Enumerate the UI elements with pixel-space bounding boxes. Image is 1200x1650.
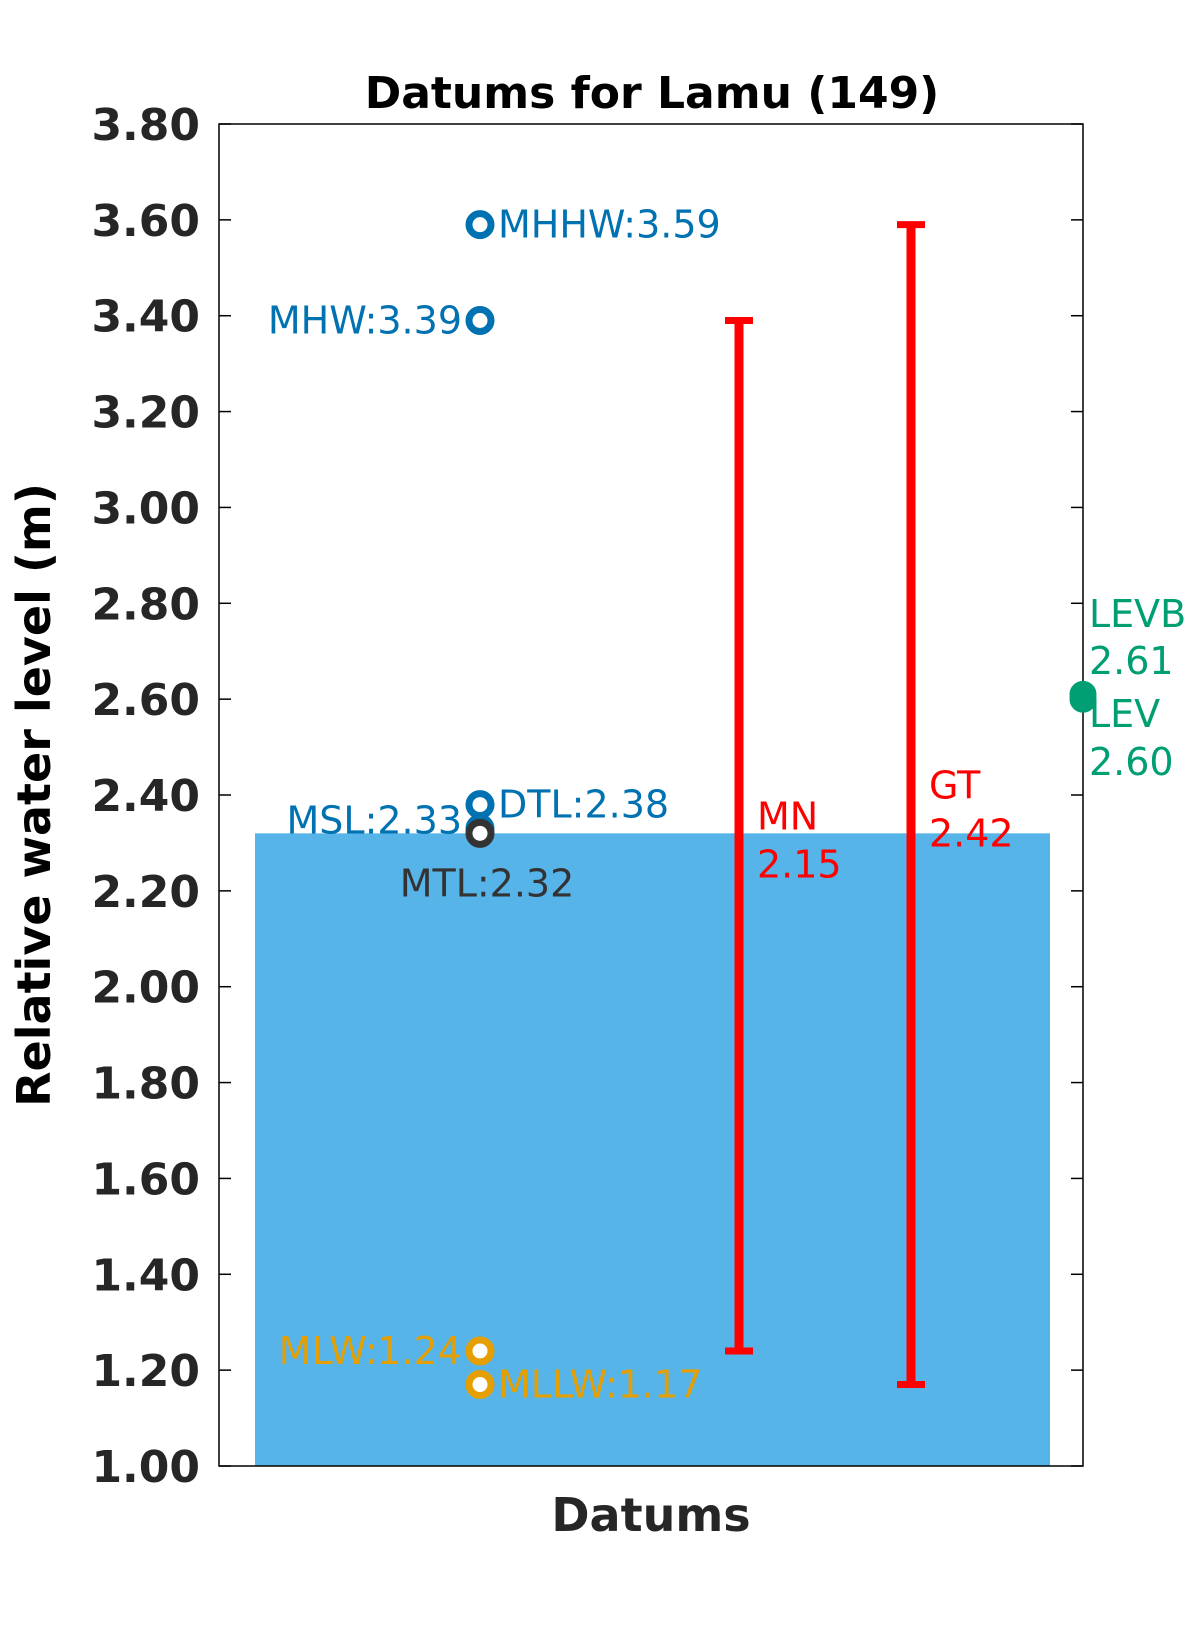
datum-label-dtl: DTL:2.38 — [498, 783, 669, 827]
level-name-levb: LEVB — [1089, 592, 1186, 636]
datum-label-msl: MSL:2.33 — [287, 799, 463, 843]
datum-label-mllw: MLLW:1.17 — [498, 1363, 702, 1407]
datum-point-mtl — [465, 818, 495, 848]
background-bar — [255, 833, 1050, 1466]
y-axis-label: Relative water level (m) — [7, 483, 61, 1107]
y-tick-label: 1.00 — [91, 1442, 200, 1493]
datum-point-mllw — [465, 1370, 495, 1400]
range-value-gt: 2.42 — [929, 812, 1014, 856]
level-name-lev: LEV — [1089, 692, 1160, 736]
datum-label-mtl: MTL:2.32 — [400, 861, 575, 905]
y-tick-label: 3.60 — [91, 196, 200, 247]
y-tick-label: 2.40 — [91, 771, 200, 822]
datum-label-mhw: MHW:3.39 — [268, 299, 462, 343]
y-tick-label: 1.60 — [91, 1154, 200, 1205]
y-tick-label: 1.20 — [91, 1346, 200, 1397]
range-name-mn: MN — [757, 795, 818, 839]
y-tick-label: 3.40 — [91, 292, 200, 343]
y-axis: 1.00 1.20 1.40 1.60 1.80 2.00 2.20 2.40 2.60 2.80… — [91, 100, 1083, 1493]
y-tick-label: 3.80 — [91, 100, 200, 151]
y-tick-label: 3.00 — [91, 483, 200, 534]
y-tick-label: 2.60 — [91, 675, 200, 726]
x-axis-label: Datums — [551, 1488, 750, 1542]
y-tick-label: 2.00 — [91, 963, 200, 1014]
tidal-ranges: MN2.15 GT2.42 — [725, 221, 1014, 1389]
datum-point-mlw — [465, 1336, 495, 1366]
plot-frame — [218, 123, 1084, 1467]
datum-point-mhw — [465, 306, 495, 336]
chart-title: Datums for Lamu (149) — [365, 68, 940, 119]
range-name-gt: GT — [929, 764, 981, 808]
y-tick-label: 2.20 — [91, 867, 200, 918]
datum-point-mhhw — [465, 210, 495, 240]
y-tick-label: 2.80 — [91, 579, 200, 630]
level-point-lev — [1069, 685, 1097, 713]
y-tick-label: 3.20 — [91, 388, 200, 439]
datum-label-mhhw: MHHW:3.59 — [498, 203, 721, 247]
y-tick-label: 1.40 — [91, 1250, 200, 1301]
range-value-mn: 2.15 — [757, 843, 842, 887]
level-value-levb: 2.61 — [1089, 639, 1174, 683]
datum-point-dtl — [465, 790, 495, 820]
datum-label-mlw: MLW:1.24 — [279, 1329, 462, 1373]
level-value-lev: 2.60 — [1089, 740, 1174, 784]
datum-markers: MHHW:3.59 MHW:3.39 DTL:2.38 MSL:2.33 MTL:2.3… — [268, 203, 721, 1407]
y-tick-label: 1.80 — [91, 1059, 200, 1110]
